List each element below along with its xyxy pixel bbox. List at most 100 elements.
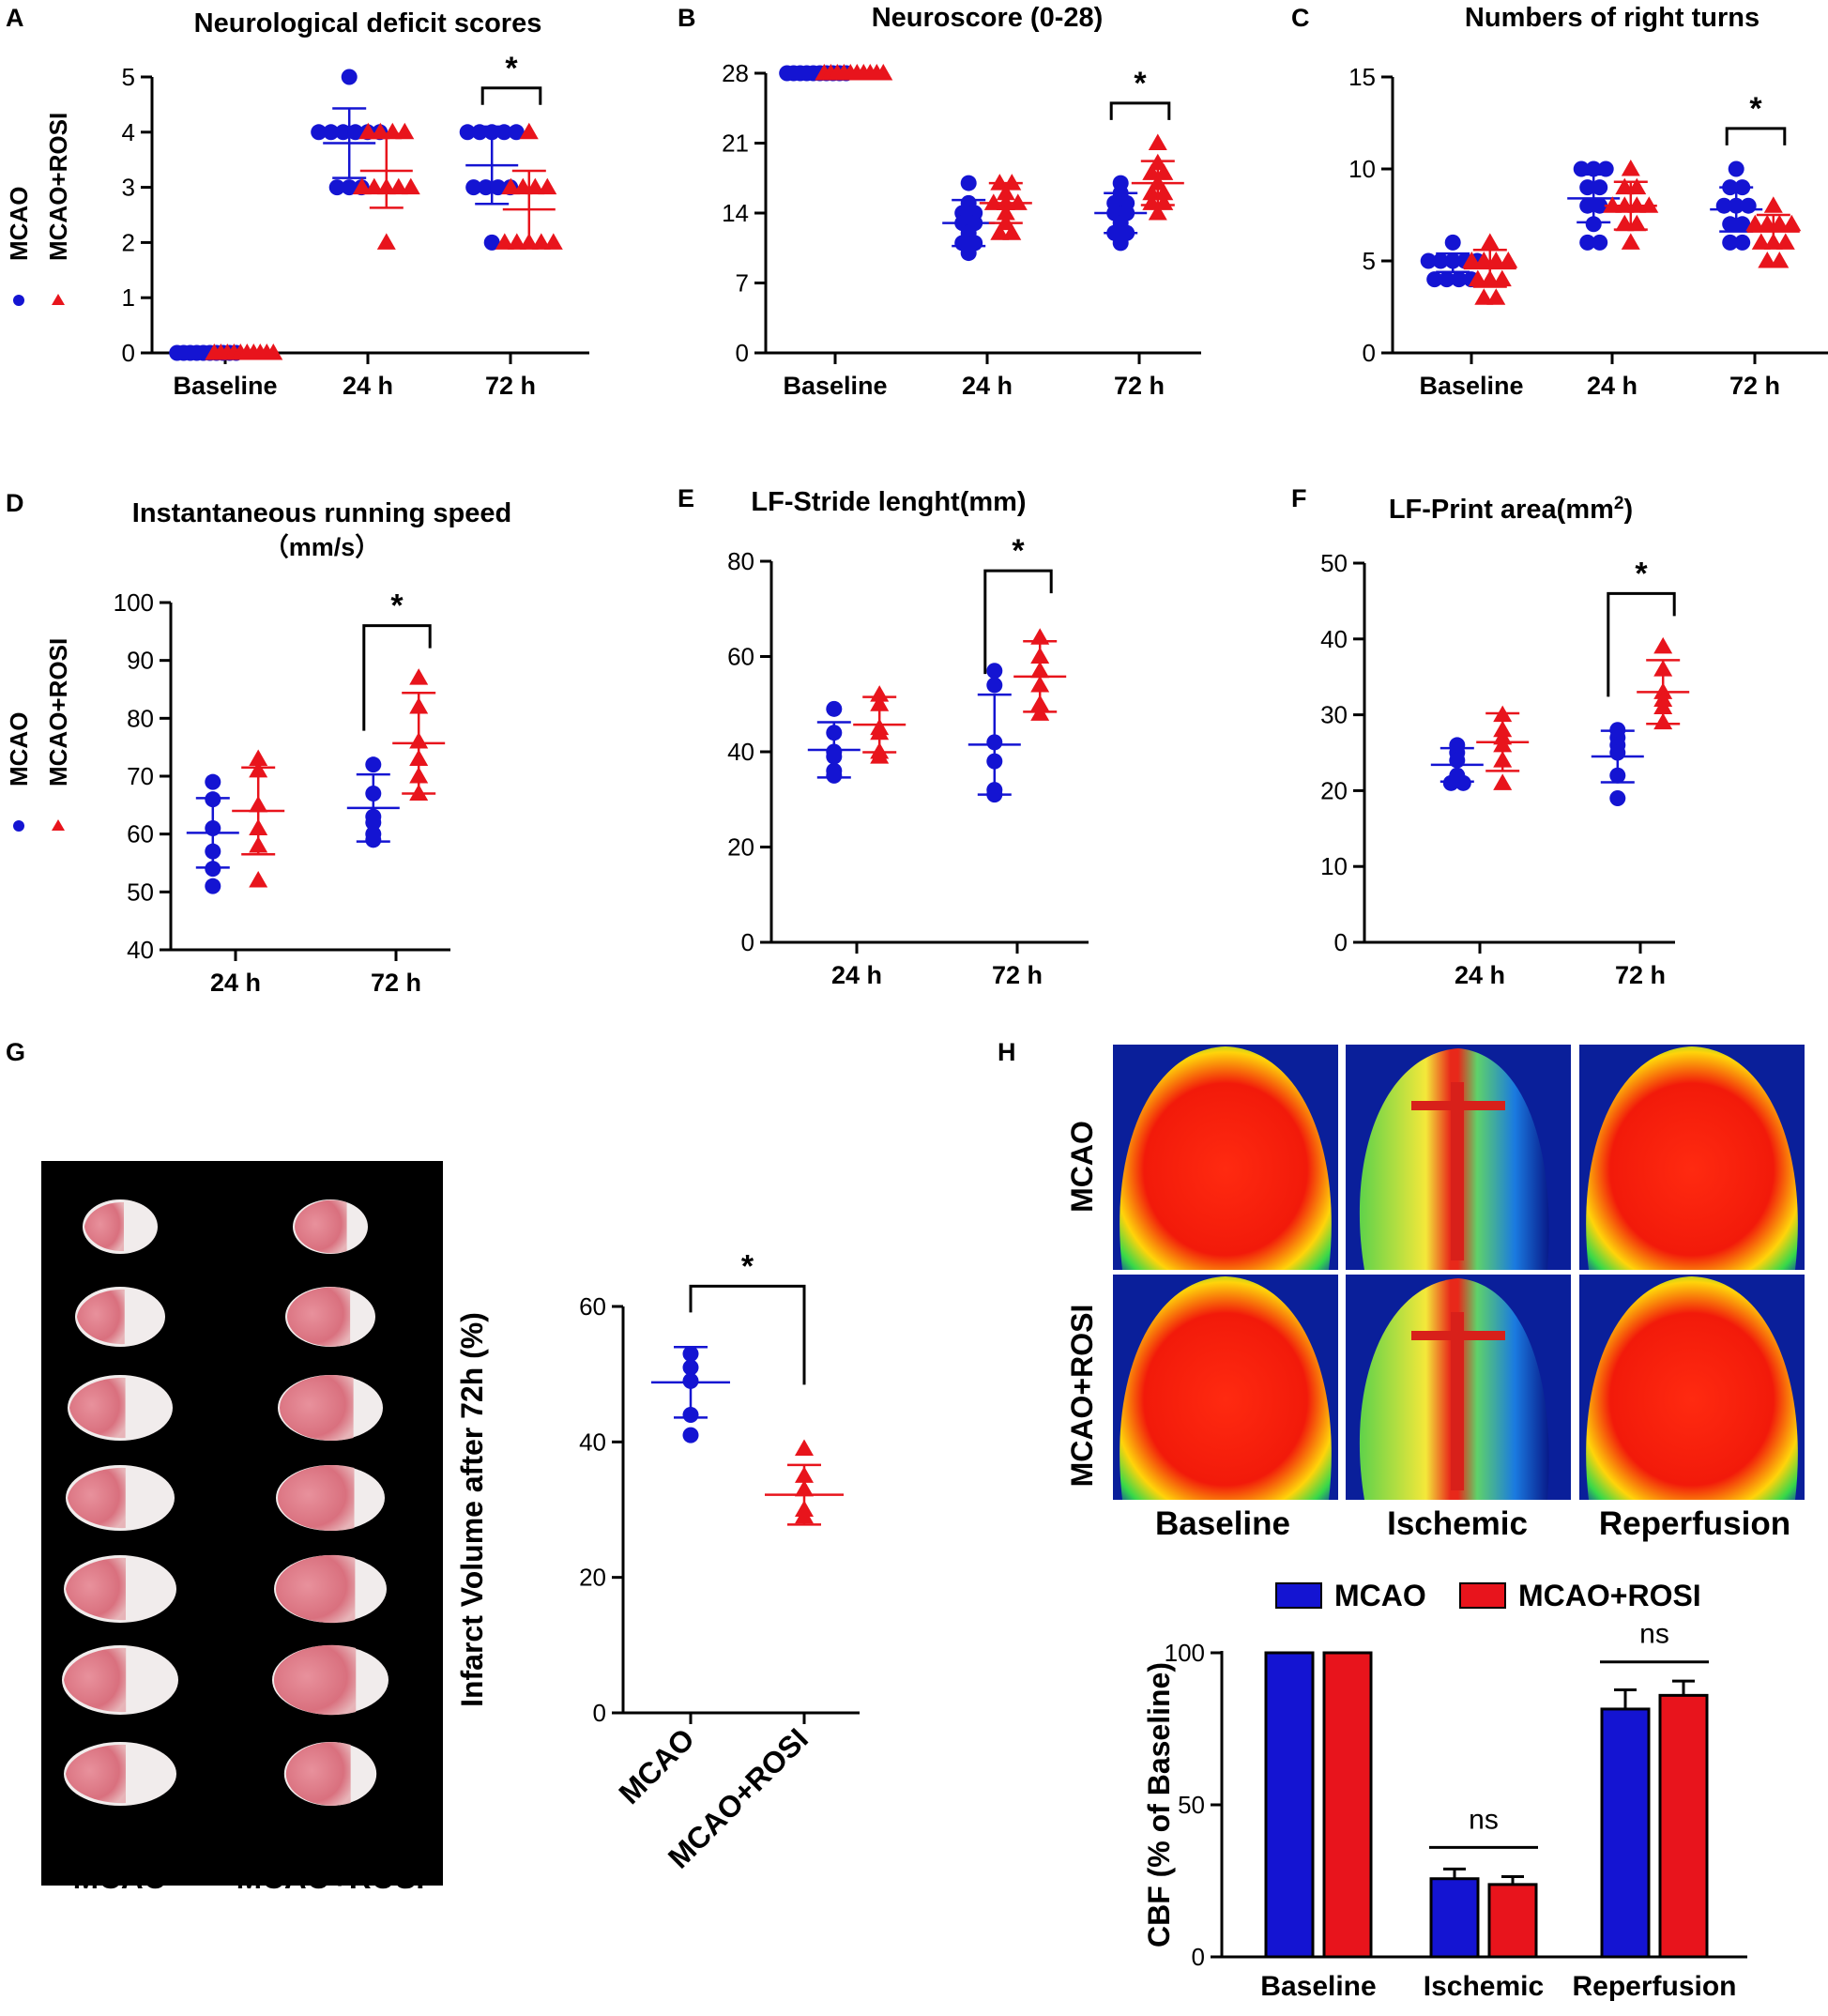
data-point	[459, 124, 476, 141]
data-point	[1444, 234, 1461, 251]
data-point	[1579, 234, 1596, 251]
x-tick-label: MCAO	[612, 1721, 701, 1810]
data-point	[538, 177, 557, 195]
y-tick-label: 2	[122, 228, 135, 256]
brain-slice-stained	[275, 1554, 356, 1624]
brain-slice-stained	[273, 1644, 357, 1716]
ttc-slices	[62, 1199, 388, 1806]
data-point	[347, 124, 364, 141]
data-point	[465, 179, 482, 196]
data-point	[1455, 774, 1471, 791]
data-point	[311, 124, 328, 141]
bar	[1322, 1651, 1373, 1959]
bar	[1658, 1693, 1709, 1959]
data-point	[1585, 160, 1602, 177]
bar	[1487, 1883, 1538, 1959]
data-point	[1745, 214, 1765, 232]
data-point	[1722, 216, 1739, 233]
panel-label: A	[6, 4, 24, 32]
data-point	[1653, 636, 1673, 654]
brain-slice-stained	[287, 1287, 351, 1347]
legend-label-mcao-rosi: MCAO+ROSI	[44, 638, 72, 787]
data-point	[205, 878, 221, 894]
panel-e: 0 20 40 60 80 24 h 72 h E LF-Stride lenght(mm) *	[678, 484, 1089, 989]
y-tick-label: 0	[741, 928, 754, 956]
data-point	[960, 245, 977, 262]
data-point	[1420, 252, 1437, 269]
legend-label-mcao-rosi: MCAO+ROSI	[44, 113, 72, 261]
ldf-vessel	[1411, 1331, 1505, 1340]
significance-bracket	[689, 1284, 806, 1385]
x-tick-label: 72 h	[1615, 961, 1666, 989]
data-point	[960, 175, 977, 191]
y-tick-label: 70	[127, 762, 154, 790]
legend-swatch-mcao-rosi	[1459, 1582, 1506, 1609]
brain-slice-stained	[280, 1375, 354, 1441]
significance-bracket	[362, 624, 432, 731]
data-point	[826, 700, 843, 717]
data-point	[1615, 177, 1635, 195]
y-tick-label: 14	[722, 199, 749, 227]
data-point	[1592, 197, 1608, 214]
data-point	[371, 122, 390, 140]
chart-subtitle: （mm/s）	[264, 533, 381, 561]
ldf-brain	[1586, 1046, 1798, 1270]
y-tick-label: 5	[122, 63, 135, 91]
data-point	[478, 179, 495, 196]
x-tick-label: 24 h	[962, 372, 1013, 400]
bar	[1429, 1877, 1480, 1959]
data-point	[682, 1427, 699, 1443]
chart-title: LF-Stride lenght(mm)	[751, 487, 1026, 517]
y-tick-label: 0	[736, 339, 749, 367]
data-point	[870, 747, 890, 764]
y-tick-label: 60	[727, 643, 754, 671]
legend-marker-mcao-rosi	[52, 819, 65, 831]
x-tick-label: Baseline	[1419, 372, 1523, 400]
data-point	[1592, 179, 1608, 196]
data-point	[249, 749, 268, 766]
y-tick-label: 20	[579, 1564, 606, 1592]
legend-label-mcao-rosi: MCAO+ROSI	[1518, 1579, 1701, 1612]
col-label-baseline: Baseline	[1155, 1505, 1290, 1542]
row-label-mcao-rosi: MCAO+ROSI	[1065, 1305, 1099, 1488]
data-point	[1439, 271, 1455, 288]
data-point	[1758, 252, 1777, 268]
brain-slice-stained	[64, 1647, 127, 1713]
data-point	[1627, 214, 1647, 232]
brain-slice-stained	[285, 1742, 351, 1806]
data-point	[543, 233, 563, 250]
data-point	[1609, 789, 1626, 806]
data-point	[335, 124, 352, 141]
legend-label-mcao: MCAO	[5, 712, 33, 787]
data-point	[249, 871, 268, 888]
panel-label: D	[6, 489, 24, 517]
y-axis-label: Infarct Volume after 72h (%)	[455, 1312, 489, 1707]
bar	[1264, 1651, 1315, 1959]
data-point	[1775, 233, 1795, 250]
y-tick-label: 60	[127, 820, 154, 848]
data-point	[483, 234, 500, 251]
x-tick-label: 72 h	[1114, 372, 1165, 400]
ns-label: ns	[1469, 1804, 1499, 1835]
panel-label-g: G	[6, 1038, 25, 1066]
x-tick-label: 72 h	[485, 372, 536, 400]
bar	[1600, 1707, 1651, 1959]
data-point	[1782, 214, 1802, 232]
y-tick-label: 3	[122, 174, 135, 202]
y-tick-label: 80	[127, 704, 154, 732]
y-tick-label: 40	[727, 738, 754, 766]
data-point	[1432, 252, 1449, 269]
chart-title: Neuroscore (0-28)	[872, 3, 1104, 33]
significance-label: *	[1012, 533, 1025, 569]
data-point	[986, 677, 1003, 694]
brain-slice-stained	[69, 1377, 126, 1439]
data-point	[1770, 214, 1790, 232]
data-point	[365, 756, 382, 773]
data-point	[519, 122, 539, 140]
ldf-brain	[1586, 1276, 1798, 1500]
data-point	[341, 179, 358, 196]
data-point	[1474, 252, 1494, 268]
data-point	[513, 177, 533, 195]
data-point	[1154, 183, 1174, 201]
y-tick-label: 50	[1178, 1791, 1205, 1819]
